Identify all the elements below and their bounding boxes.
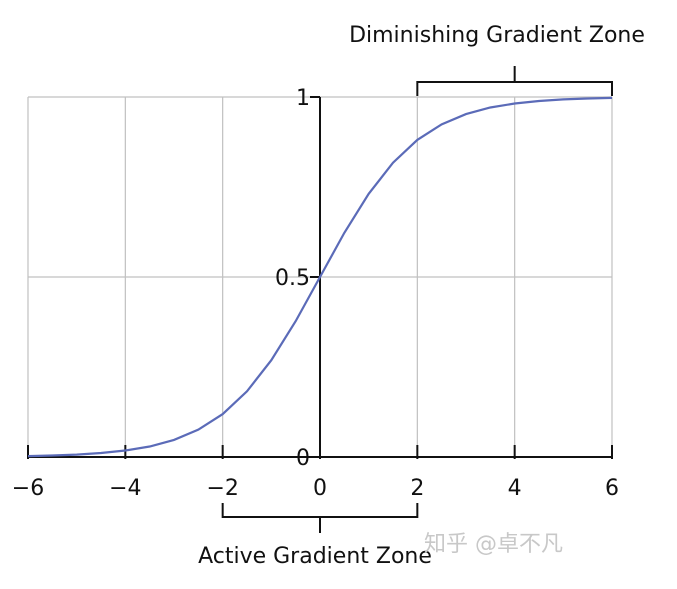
x-tick-label: 6 [605,476,619,501]
curve-layer [27,96,613,458]
y-tick-label: 0.5 [275,266,310,291]
x-tick-label: −2 [206,476,238,501]
y-tick-label: 0 [296,446,310,471]
x-tick-label: 2 [410,476,424,501]
tick-label-layer: −6 −4 −2 0 2 4 6 0 0.5 1 [12,86,619,501]
x-tick-label: 4 [508,476,522,501]
annotation-label: Diminishing Gradient Zone [349,23,645,48]
y-tick-label: 1 [296,86,310,111]
annotation-label: Active Gradient Zone [198,544,432,569]
x-tick-label: −4 [109,476,141,501]
x-tick-label: −6 [12,476,44,501]
annotation-layer: Diminishing Gradient Zone Active Gradient… [198,23,645,569]
annotation-bracket [416,66,613,96]
x-tick-label: 0 [313,476,327,501]
annotation-bracket [221,503,419,533]
sigmoid-curve [27,96,613,458]
axis-layer [27,96,613,459]
watermark-text: 知乎 @卓不凡 [424,532,563,557]
